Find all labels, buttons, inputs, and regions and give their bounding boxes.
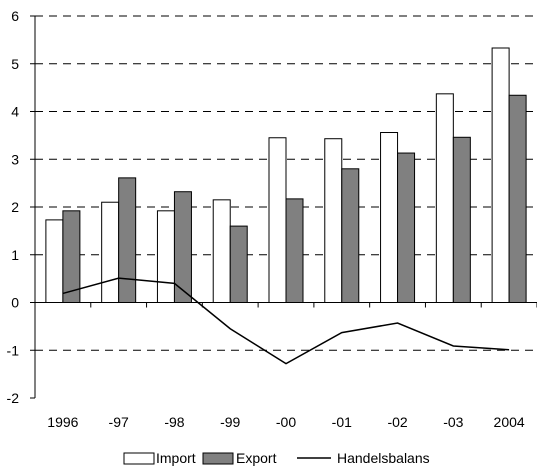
y-tick-label: 0	[11, 295, 19, 311]
y-tick-label: -1	[7, 342, 20, 358]
y-tick-label: 6	[11, 8, 19, 24]
x-tick-label: -00	[276, 414, 296, 430]
bar-import	[156, 210, 175, 304]
legend-label-export: Export	[236, 450, 277, 466]
bar-export	[118, 177, 137, 303]
line-handelsbalans	[62, 277, 510, 365]
legend-label-import: Import	[156, 450, 196, 466]
x-tick-label: 1996	[47, 414, 78, 430]
bar-import	[491, 47, 510, 304]
x-tick-label: -97	[109, 414, 129, 430]
x-tick-label: -02	[387, 414, 407, 430]
bar-import	[45, 219, 64, 303]
y-tick-label: -2	[7, 390, 20, 406]
bar-export	[229, 225, 248, 304]
balance-line	[62, 277, 510, 365]
bar-import	[324, 138, 343, 303]
x-tick-label: -98	[164, 414, 184, 430]
x-tick-label: -01	[332, 414, 352, 430]
x-tick-labels: 1996 -97 -98 -99 -00 -01 -02 -03 2004	[47, 414, 525, 430]
legend-label-handelsbalans: Handelsbalans	[337, 450, 430, 466]
y-tick-label: 5	[11, 56, 19, 72]
legend: Import Export Handelsbalans	[123, 450, 430, 466]
y-tick-label: 3	[11, 151, 19, 167]
y-tick-label: 2	[11, 199, 19, 215]
legend-swatch-import	[123, 452, 155, 465]
bar-export	[285, 198, 304, 304]
axes	[30, 15, 537, 399]
x-tick-label: -99	[220, 414, 240, 430]
bar-import	[435, 93, 454, 303]
bar-import	[380, 132, 399, 303]
y-tick-labels: -2 -1 0 1 2 3 4 5 6	[7, 8, 20, 406]
bar-import	[101, 201, 120, 304]
bar-export	[341, 168, 360, 303]
bar-import	[212, 199, 231, 303]
y-tick-label: 4	[11, 104, 19, 120]
legend-swatch-export	[202, 452, 234, 465]
bar-import	[268, 137, 287, 303]
x-tick-label: -03	[443, 414, 463, 430]
bars	[45, 47, 527, 304]
bar-export	[508, 94, 527, 303]
x-tick-label: 2004	[494, 414, 525, 430]
bar-export	[397, 152, 416, 303]
bar-export	[452, 136, 471, 303]
y-tick-label: 1	[11, 247, 19, 263]
